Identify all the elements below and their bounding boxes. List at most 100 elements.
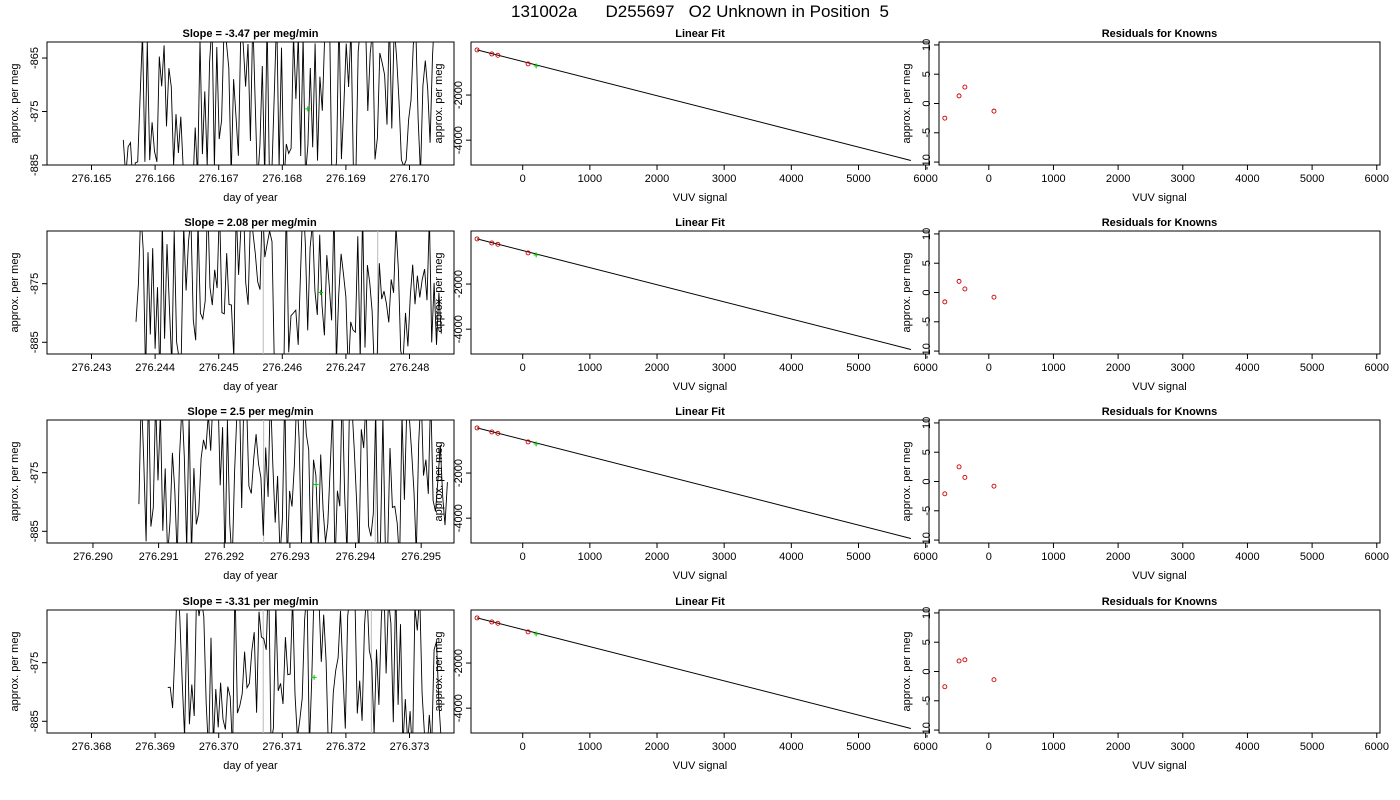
residual-point [956, 93, 962, 99]
plot-frame [938, 41, 1381, 166]
residual-point [942, 115, 948, 121]
panel-2-3: Residuals for Knowns VUV signal approx. pe… [901, 217, 1389, 393]
y-tick-label: -4000 [453, 315, 465, 343]
y-tick-label: -5 [921, 317, 933, 327]
x-tick-label: 0 [520, 173, 526, 185]
x-tick-label: 4000 [779, 741, 803, 753]
x-tick-label: 6000 [913, 362, 937, 374]
plot-area [474, 47, 911, 161]
plot-title: Residuals for Knowns [1102, 406, 1218, 418]
y-tick-label: -5 [921, 506, 933, 516]
x-tick-label: 1000 [1041, 173, 1065, 185]
x-tick-label: 0 [520, 551, 526, 563]
x-tick-label: 2000 [1106, 551, 1130, 563]
y-axis-label: approx. per meg [901, 441, 913, 521]
x-tick-label: 276.247 [326, 362, 366, 374]
residual-point [942, 299, 948, 305]
y-tick-label: -885 [29, 520, 41, 542]
y-tick-label: -2000 [453, 81, 465, 109]
panel-4-1: Slope = -3.31 per meg/min day of year appr… [9, 596, 455, 772]
panel-1-2: Linear Fit VUV signal approx. per meg 0 1000… [433, 28, 938, 204]
x-tick-label: 4000 [1235, 741, 1259, 753]
plot-frame [938, 609, 1381, 734]
y-axis-label: approx. per meg [433, 631, 445, 711]
plot-title: Slope = -3.31 per meg/min [182, 596, 318, 608]
plot-area [474, 236, 911, 350]
panel-4-3: Residuals for Knowns VUV signal approx. pe… [901, 596, 1389, 772]
panel-4-2: Linear Fit VUV signal approx. per meg 0 1000… [433, 596, 938, 772]
x-axis-label: VUV signal [673, 381, 727, 393]
plot-area [942, 84, 997, 121]
x-tick-label: 1000 [578, 173, 602, 185]
x-tick-label: 276.369 [135, 741, 175, 753]
x-tick-label: 2000 [645, 173, 669, 185]
y-axis-label: approx. per meg [433, 441, 445, 521]
y-tick-label: 0 [921, 668, 933, 674]
plot-frame [470, 230, 930, 355]
x-tick-label: 5000 [1300, 741, 1324, 753]
plot-frame [46, 41, 455, 166]
x-axis-label: VUV signal [673, 570, 727, 582]
y-tick-label: -875 [29, 273, 41, 295]
y-tick-label: -10 [921, 722, 933, 738]
x-axis-label: VUV signal [673, 760, 727, 772]
y-axis-label: approx. per meg [9, 63, 21, 143]
residual-point [991, 677, 997, 683]
x-tick-label: 276.243 [72, 362, 112, 374]
y-tick-label: -885 [29, 710, 41, 732]
page-title: 131002a D255697 O2 Unknown in Position 5 [510, 2, 890, 21]
x-tick-label: 2000 [1106, 173, 1130, 185]
y-tick-label: 10 [921, 417, 933, 429]
y-tick-label: -5 [921, 696, 933, 706]
panel-3-3: Residuals for Knowns VUV signal approx. pe… [901, 406, 1389, 582]
x-tick-label: 3000 [712, 551, 736, 563]
y-tick-label: -2000 [453, 459, 465, 487]
y-tick-label: -885 [29, 154, 41, 176]
x-axis-label: VUV signal [1132, 192, 1186, 204]
x-tick-label: 2000 [1106, 362, 1130, 374]
x-tick-label: 1000 [578, 551, 602, 563]
signal-trace [138, 420, 448, 543]
y-axis-label: approx. per meg [9, 631, 21, 711]
x-tick-label: 3000 [1171, 362, 1195, 374]
x-tick-label: 276.170 [390, 173, 430, 185]
y-tick-label: -4000 [453, 504, 465, 532]
x-tick-label: 276.291 [139, 551, 179, 563]
x-axis-label: VUV signal [673, 192, 727, 204]
y-axis-label: approx. per meg [901, 631, 913, 711]
plot-frame [470, 609, 930, 734]
known-point [474, 236, 480, 242]
x-tick-label: 0 [986, 362, 992, 374]
y-tick-label: -2000 [453, 649, 465, 677]
known-point [495, 430, 501, 436]
known-point [489, 619, 495, 625]
fit-line [476, 49, 911, 161]
x-axis-label: day of year [223, 381, 278, 393]
x-tick-label: 276.290 [73, 551, 113, 563]
plot-frame [470, 419, 930, 544]
fit-line [476, 427, 911, 539]
x-axis-label: VUV signal [1132, 381, 1186, 393]
y-tick-label: -875 [29, 101, 41, 123]
plot-title: Linear Fit [675, 406, 725, 418]
y-tick-label: -2000 [453, 270, 465, 298]
plot-frame [470, 41, 930, 166]
plot-frame [46, 609, 455, 734]
x-tick-label: 0 [986, 741, 992, 753]
residual-point [942, 491, 948, 497]
known-point [489, 51, 495, 57]
x-tick-label: 1000 [578, 741, 602, 753]
residual-point [956, 658, 962, 664]
x-tick-label: 1000 [1041, 551, 1065, 563]
x-tick-label: 6000 [913, 551, 937, 563]
x-tick-label: 5000 [846, 362, 870, 374]
residual-point [962, 84, 968, 90]
plot-title: Residuals for Knowns [1102, 217, 1218, 229]
plot-title: Linear Fit [675, 217, 725, 229]
y-tick-label: -10 [921, 532, 933, 548]
x-tick-label: 2000 [645, 741, 669, 753]
y-tick-label: 10 [921, 607, 933, 619]
known-point [489, 429, 495, 435]
x-tick-label: 276.295 [401, 551, 441, 563]
fit-line [476, 238, 911, 350]
